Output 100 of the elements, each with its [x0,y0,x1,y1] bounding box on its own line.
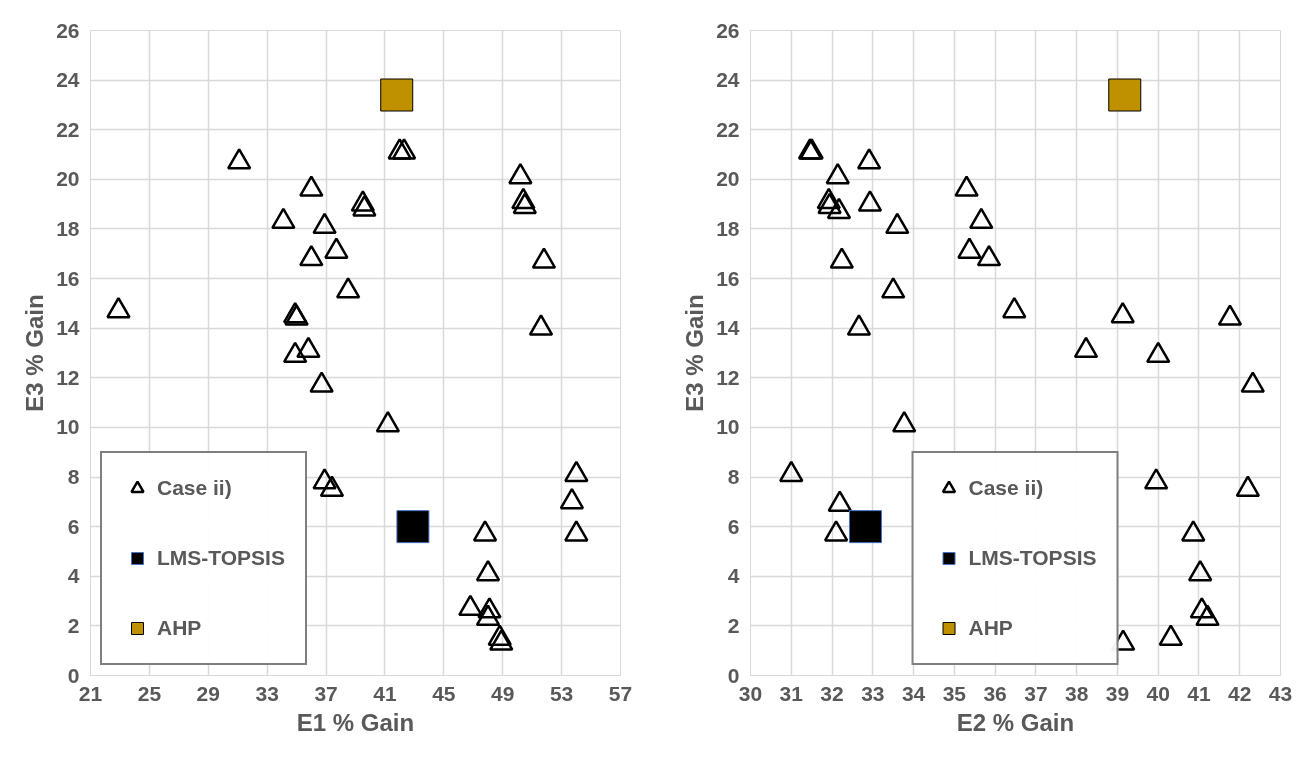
point [827,490,853,512]
y-tick-label: 20 [56,167,80,191]
x-tick-label: 34 [901,681,926,705]
point [976,244,1002,267]
y-axis-title: E3 % Gain [21,294,49,412]
y-tick-label: 8 [67,465,80,489]
point [226,148,252,170]
point [1235,475,1261,498]
x-tick-label: 53 [549,681,574,705]
point [954,175,979,197]
y-tick-label: 12 [716,365,740,389]
y-tick-label: 16 [716,266,740,290]
point [271,207,296,230]
y-tick-label: 22 [716,117,740,141]
point [1187,559,1213,582]
point [312,468,337,490]
point [1189,597,1215,619]
point [559,487,585,510]
point [296,336,321,359]
point [829,247,855,269]
point [472,520,498,542]
x-tick-label: 25 [137,681,162,705]
x-tick-label: 37 [314,681,338,705]
point [350,190,376,212]
point [352,195,377,217]
y-tick-label: 10 [716,415,740,439]
point [817,192,842,215]
y-tick-label: 6 [727,514,740,538]
x-tick-label: 57 [608,681,633,705]
y-tick-label: 8 [727,465,740,489]
point [816,187,842,210]
y-tick-label: 4 [67,564,80,588]
x-tick-label: 33 [255,681,279,705]
point [106,296,131,319]
point [511,187,536,210]
point [1158,624,1184,646]
x-tick-label: 21 [78,681,103,705]
point [856,148,882,170]
point [969,207,994,230]
y-tick-label: 2 [67,613,80,637]
x-tick-label: 43 [1268,681,1293,705]
point [1240,371,1266,393]
point [825,162,850,185]
point [282,341,308,364]
point [1143,468,1169,490]
x-tick-label: 42 [1228,681,1252,705]
x-tick-label: 45 [432,681,456,705]
y-tick-label: 12 [56,365,80,389]
legend-label: AHP [968,616,1013,640]
x-tick-label: 36 [983,681,1007,705]
point [391,138,417,160]
x-tick-label: 30 [738,681,763,705]
x-tick-label: 49 [491,681,515,705]
y-tick-label: 6 [67,514,80,538]
point [1110,301,1135,324]
y-tick-label: 20 [716,167,740,191]
point [891,410,917,433]
point [375,410,401,433]
point [489,629,514,651]
point [312,212,337,235]
y-tick-label: 22 [56,117,80,141]
point [1002,296,1027,319]
y-tick-label: 18 [56,216,80,240]
y-tick-label: 0 [67,663,80,687]
point [1181,520,1206,542]
y-tick-label: 26 [716,18,740,42]
point [880,277,906,299]
x-tick-label: 39 [1105,681,1130,705]
point [1073,336,1099,359]
x-tick-label: 41 [1187,681,1211,705]
y-tick-label: 10 [56,415,80,439]
point [508,162,533,185]
y-tick-label: 14 [716,316,740,340]
y-axis-title: E3 % Gain [681,294,709,412]
point [885,212,910,235]
x-axis-title: E2 % Gain [956,708,1075,736]
point [826,197,852,220]
x-tick-label: 41 [373,681,397,705]
x-tick-label: 35 [942,681,967,705]
point [487,624,513,646]
point [957,237,982,259]
legend-label: AHP [157,616,202,640]
point [324,237,349,259]
y-tick-label: 14 [56,316,80,340]
y-tick-label: 0 [727,663,740,687]
point [458,594,483,617]
point [1217,304,1243,326]
point [299,244,324,267]
point [477,597,502,619]
x-tick-label: 37 [1024,681,1048,705]
point [299,175,324,197]
y-tick-label: 24 [716,68,740,92]
point [531,247,557,269]
point [319,475,345,498]
point [857,190,883,212]
point [528,314,554,336]
x-tick-label: 38 [1064,681,1089,705]
x-tick-label: 32 [820,681,844,705]
point [846,314,872,336]
point [335,277,361,299]
